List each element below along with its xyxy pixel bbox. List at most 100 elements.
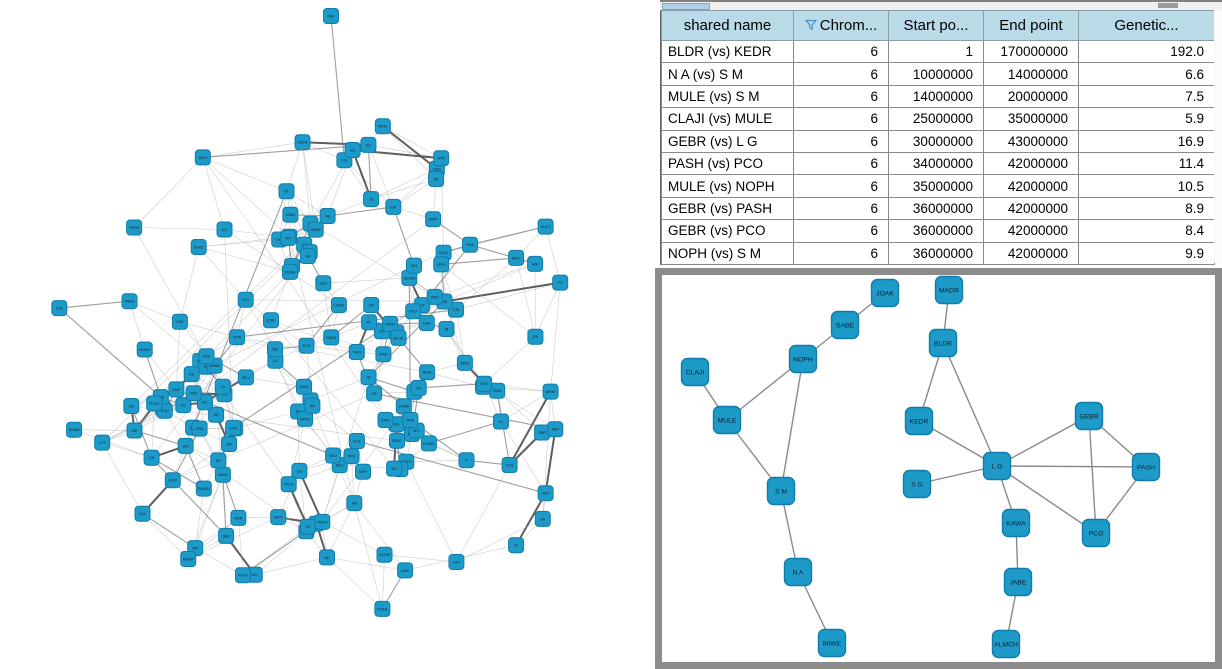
large-network-node[interactable]: ELE	[348, 433, 365, 449]
table-cell[interactable]: NOPH (vs) S M	[661, 241, 794, 265]
large-network-node[interactable]: ABLF	[508, 249, 525, 266]
large-network-node[interactable]: INHC	[456, 354, 473, 371]
small-network-node[interactable]: KEDR	[904, 406, 934, 436]
table-row[interactable]: CLAJI (vs) MULE 6 25000000 35000000 5.9	[661, 107, 1215, 131]
large-network-node[interactable]: LHSW	[395, 398, 412, 415]
table-cell[interactable]: 1	[888, 39, 984, 64]
large-network-node[interactable]: NIUA	[419, 364, 436, 381]
table-cell[interactable]: 6	[793, 39, 889, 64]
table-cell[interactable]: 42000000	[983, 196, 1079, 221]
large-network-node[interactable]: SC	[410, 379, 427, 396]
table-cell[interactable]: 6	[793, 219, 889, 243]
table-cell[interactable]: GEBR (vs) PASH	[661, 196, 794, 221]
table-cell[interactable]: PASH (vs) PCO	[661, 151, 794, 176]
large-network-node[interactable]: FE	[175, 397, 192, 414]
table-row[interactable]: MULE (vs) S M 6 14000000 20000000 7.5	[661, 84, 1215, 109]
large-network-node[interactable]: MKW	[374, 118, 391, 135]
large-network-node[interactable]: DFIN	[229, 329, 246, 346]
table-row[interactable]: NOPH (vs) S M 6 36000000 42000000 9.9	[661, 241, 1215, 265]
large-network-node[interactable]: UDE	[397, 562, 414, 579]
large-network-node[interactable]: DKA	[418, 315, 435, 331]
table-cell[interactable]: 5.9	[1078, 107, 1215, 131]
large-network-canvas[interactable]: PAEDKASLRDFEAUJITLMELVMEWKSEPKPNKWTGKUNM…	[0, 0, 655, 669]
table-cell[interactable]: 6	[793, 241, 889, 265]
large-network-node[interactable]: ABP	[547, 421, 564, 438]
large-network-node[interactable]: POES	[374, 600, 391, 617]
large-network-node[interactable]: IJN	[123, 398, 140, 414]
large-network-node[interactable]: LPJ	[237, 291, 254, 308]
table-cell[interactable]: GEBR (vs) PCO	[661, 219, 794, 243]
large-network-node[interactable]: GT	[278, 183, 295, 200]
table-cell[interactable]: 6	[793, 107, 889, 131]
large-network-node[interactable]: PKPN	[126, 219, 143, 236]
large-network-node[interactable]: DH	[143, 449, 160, 466]
table-cell[interactable]: 9.9	[1078, 241, 1215, 265]
large-network-node[interactable]: HJK	[527, 255, 544, 272]
large-network-node[interactable]: WWP	[425, 211, 442, 228]
table-cell[interactable]: 6.6	[1078, 62, 1215, 86]
small-network-node[interactable]: S M	[766, 476, 796, 506]
small-network-node[interactable]: SABE	[830, 310, 860, 340]
large-network-node[interactable]: IU	[360, 369, 377, 386]
small-network-node[interactable]: ALMCH	[991, 629, 1021, 659]
small-network-node[interactable]: MIWE	[817, 628, 847, 658]
small-network-node[interactable]: PASH	[1131, 452, 1161, 482]
large-network-node[interactable]: VFLF	[405, 303, 422, 320]
large-network-node[interactable]: UPAL	[191, 420, 208, 437]
large-network-node[interactable]: IR	[438, 321, 455, 337]
large-network-node[interactable]: BOJK	[390, 329, 407, 346]
large-network-node[interactable]: EIRU	[377, 412, 394, 428]
large-network-node[interactable]: UP	[210, 452, 227, 469]
large-network-node[interactable]: NJG	[537, 485, 554, 502]
table-cell[interactable]: MULE (vs) NOPH	[661, 174, 794, 198]
large-network-node[interactable]: JFK	[527, 328, 544, 345]
large-network-node[interactable]: EIK	[385, 198, 402, 215]
table-cell[interactable]: 6	[793, 174, 889, 198]
large-network-node[interactable]: HGMG	[420, 435, 437, 452]
large-network-node[interactable]: IT	[458, 452, 475, 469]
table-cell[interactable]: 30000000	[888, 129, 984, 153]
large-network-node[interactable]: JSKK	[164, 472, 181, 489]
large-network-node[interactable]: VFPV	[433, 256, 450, 273]
small-network-canvas[interactable]: JOAK SABE NOPH CLAJI MULE S M N A MIWE MADR BLDR K…	[662, 275, 1215, 662]
filter-funnel-icon[interactable]	[804, 19, 817, 31]
large-network-node[interactable]: PCG	[298, 337, 315, 354]
small-network-node[interactable]: BLDR	[928, 328, 958, 358]
large-network-node[interactable]: AORM	[376, 546, 393, 563]
table-cell[interactable]: 192.0	[1078, 39, 1215, 64]
table-cell[interactable]: 10000000	[888, 62, 984, 86]
table-cell[interactable]: 6	[793, 129, 889, 153]
table-row[interactable]: N A (vs) S M 6 10000000 14000000 6.6	[661, 62, 1215, 86]
large-network-node[interactable]: KSO	[448, 554, 465, 570]
column-header-chrom-[interactable]: Chrom...	[793, 10, 889, 41]
large-network-node[interactable]: BWBA	[66, 421, 83, 438]
small-network-node[interactable]: NOPH	[788, 344, 818, 374]
large-network-node[interactable]: ONMF	[307, 221, 324, 238]
table-cell[interactable]: 36000000	[888, 219, 984, 243]
large-network-node[interactable]: EPNV	[382, 315, 399, 332]
large-network-node[interactable]: GFN	[476, 375, 493, 392]
large-network-node[interactable]: VKLK	[280, 476, 297, 493]
large-network-node[interactable]: VM	[346, 495, 363, 512]
large-network-node[interactable]: JUF	[221, 436, 237, 452]
table-row[interactable]: GEBR (vs) PCO 6 36000000 42000000 8.4	[661, 219, 1215, 243]
table-cell[interactable]: 42000000	[983, 151, 1079, 176]
large-network-node[interactable]: GD	[208, 406, 225, 423]
small-network-node[interactable]: JABE	[1003, 567, 1033, 597]
table-cell[interactable]: 42000000	[983, 219, 1079, 243]
table-cell[interactable]: 20000000	[983, 84, 1079, 109]
large-network-node[interactable]: MHM	[542, 383, 559, 400]
table-cell[interactable]: 11.4	[1078, 151, 1215, 176]
large-network-node[interactable]: IRLU	[237, 369, 254, 386]
large-network-node[interactable]: ONC	[426, 288, 443, 305]
large-network-node[interactable]: EE	[344, 142, 361, 158]
large-network-node[interactable]: VMOO	[314, 513, 331, 530]
large-network-node[interactable]: SSG	[315, 275, 332, 292]
large-network-node[interactable]: VS	[366, 385, 383, 402]
large-network-node[interactable]: PBNA	[121, 293, 138, 310]
large-network-node[interactable]: MPP	[355, 463, 371, 480]
large-network-node[interactable]: NTR	[433, 150, 450, 167]
large-network-node[interactable]: SLRD	[190, 239, 207, 255]
scrollbar-thumb[interactable]	[662, 3, 710, 10]
small-network-node[interactable]: JOAK	[870, 278, 900, 308]
